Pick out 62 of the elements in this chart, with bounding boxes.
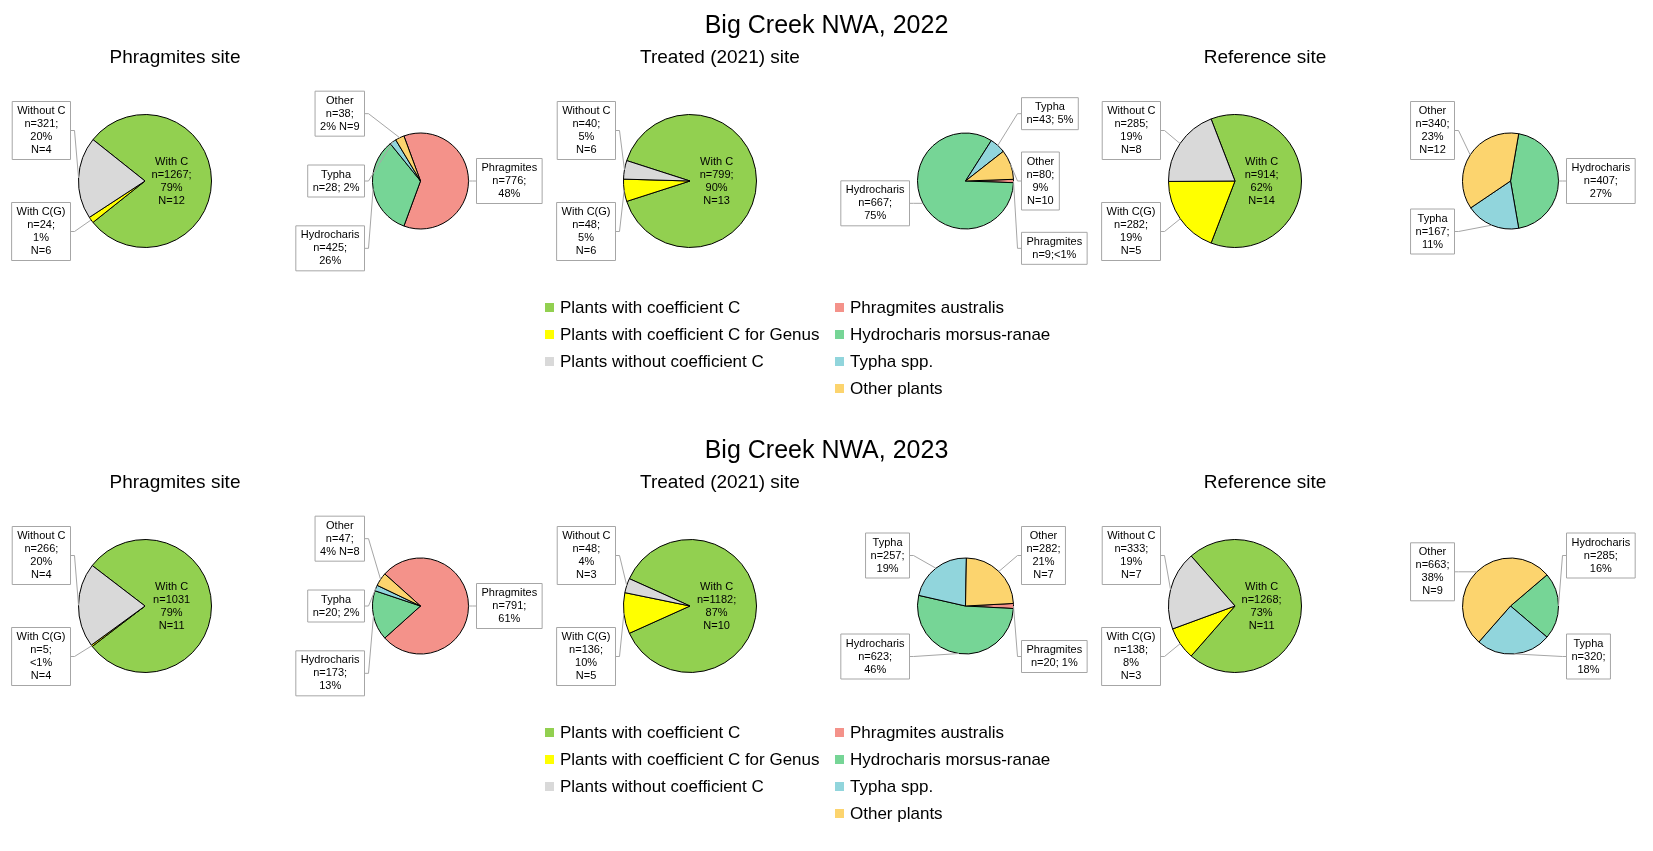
data-label: Without C n=266; 20% N=4 <box>17 529 66 581</box>
data-label: Other n=340; 23% N=12 <box>1415 104 1450 156</box>
legend-label: Hydrocharis morsus-ranae <box>850 749 1051 770</box>
data-label: Typha n=43; 5% <box>1026 100 1074 126</box>
data-label: Hydrocharis n=285; 16% <box>1571 535 1631 574</box>
chart-subtitle: Treated (2021) site <box>639 46 801 68</box>
legend-label: Plants with coefficient C for Genus <box>560 324 820 345</box>
data-label: With C n=1268; 73% N=11 <box>1241 579 1282 631</box>
data-label: Without C n=333; 19% N=7 <box>1107 529 1156 581</box>
data-label: Phragmites n=20; 1% <box>1026 643 1083 669</box>
data-label: Typha n=320; 18% <box>1571 636 1606 675</box>
chart-subtitle: Treated (2021) site <box>639 471 801 493</box>
legend-label: Phragmites australis <box>850 722 1005 743</box>
data-label: Typha n=257; 19% <box>870 535 905 574</box>
text: Big Creek NWA, 2022 <box>703 10 950 39</box>
legend-label: Hydrocharis morsus-ranae <box>850 324 1051 345</box>
legend-label: Plants with coefficient C <box>560 297 741 318</box>
chart-subtitle: Phragmites site <box>108 471 242 493</box>
data-label: With C n=1182; 87% N=10 <box>696 579 737 631</box>
legend-label: Plants with coefficient C <box>560 722 741 743</box>
data-label: Without C n=48; 4% N=3 <box>562 529 611 581</box>
data-label: Hydrocharis n=667; 75% <box>845 183 905 222</box>
data-label: Without C n=321; 20% N=4 <box>17 104 66 156</box>
data-label: Hydrocharis n=173; 13% <box>300 653 360 692</box>
chart-subtitle: Reference site <box>1202 46 1328 68</box>
data-label: Phragmites n=9;<1% <box>1026 234 1083 260</box>
text: Big Creek NWA, 2023 <box>703 435 950 464</box>
data-label: Hydrocharis n=425; 26% <box>300 228 360 267</box>
data-label: Typha n=28; 2% <box>312 167 360 193</box>
legend-label: Other plants <box>850 803 943 824</box>
data-label: Phragmites n=776; 48% <box>481 161 538 200</box>
data-label: Without C n=40; 5% N=6 <box>562 104 611 156</box>
data-label: Typha n=20; 2% <box>312 592 360 618</box>
data-label: With C n=1267; 79% N=12 <box>151 154 192 206</box>
data-label: Other n=38; 2% N=9 <box>320 93 360 132</box>
data-label: With C(G) n=138; 8% N=3 <box>1106 630 1156 682</box>
legend-label: Plants with coefficient C for Genus <box>560 749 820 770</box>
data-label: Phragmites n=791; 61% <box>481 586 538 625</box>
data-label: With C(G) n=24; 1% N=6 <box>16 205 66 257</box>
legend-label: Phragmites australis <box>850 297 1005 318</box>
data-label: With C(G) n=5; <1% N=4 <box>16 630 66 682</box>
legend-label: Other plants <box>850 378 943 399</box>
legend-label: Typha spp. <box>850 351 934 372</box>
data-label: Hydrocharis n=407; 27% <box>1571 161 1631 200</box>
data-label: With C n=914; 62% N=14 <box>1244 154 1279 206</box>
data-label: Hydrocharis n=623; 46% <box>845 636 905 675</box>
chart-subtitle: Reference site <box>1202 471 1328 493</box>
data-label: Typha n=167; 11% <box>1415 211 1450 250</box>
legend-label: Plants without coefficient C <box>560 776 764 797</box>
data-label: Other n=663; 38% N=9 <box>1415 545 1450 597</box>
data-label: With C(G) n=48; 5% N=6 <box>561 205 611 257</box>
data-label: Other n=47; 4% N=8 <box>320 518 360 557</box>
legend-label: Plants without coefficient C <box>560 351 764 372</box>
data-label: Other n=282; 21% N=7 <box>1026 529 1061 581</box>
legend-label: Typha spp. <box>850 776 934 797</box>
data-label: Without C n=285; 19% N=8 <box>1107 104 1156 156</box>
data-label: Other n=80; 9% N=10 <box>1026 154 1055 206</box>
chart-subtitle: Phragmites site <box>108 46 242 68</box>
data-label: With C n=799; 90% N=13 <box>699 154 734 206</box>
data-label: With C(G) n=136; 10% N=5 <box>561 630 611 682</box>
data-label: With C(G) n=282; 19% N=5 <box>1106 205 1156 257</box>
data-label: With C n=1031 79% N=11 <box>153 579 191 631</box>
